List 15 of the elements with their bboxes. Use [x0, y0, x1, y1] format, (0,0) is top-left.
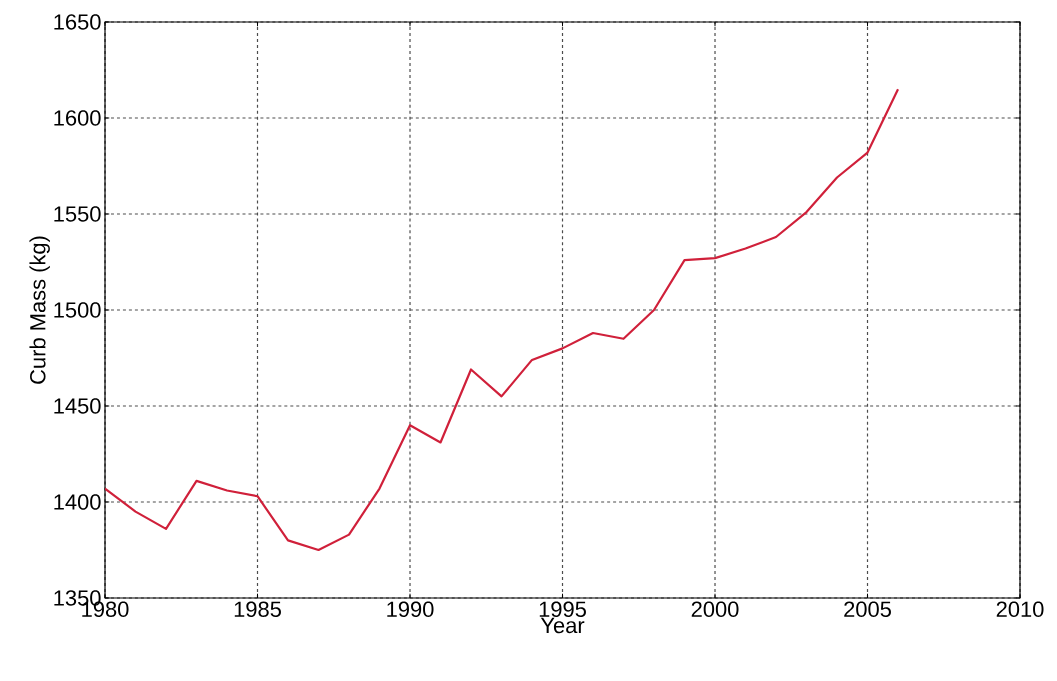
- y-tick-label: 1450: [54, 398, 101, 414]
- y-tick-label: 1600: [54, 110, 101, 126]
- x-tick-label: 1990: [387, 601, 434, 618]
- x-tick-label: 2005: [844, 601, 891, 618]
- x-tick-label: 2000: [691, 601, 739, 618]
- x-tick-label: 1995: [539, 601, 586, 618]
- y-tick-label: 1400: [54, 494, 101, 510]
- y-tick-label: 1500: [54, 302, 101, 318]
- x-axis-title: Year: [540, 617, 585, 634]
- y-tick-label: 1550: [54, 206, 101, 222]
- y-axis-title: Curb Mass (kg): [29, 236, 50, 384]
- y-tick-label: 1650: [54, 14, 101, 30]
- x-tick-label: 2010: [996, 601, 1044, 618]
- x-tick-label: 1985: [234, 601, 281, 618]
- line-series: [105, 88, 900, 552]
